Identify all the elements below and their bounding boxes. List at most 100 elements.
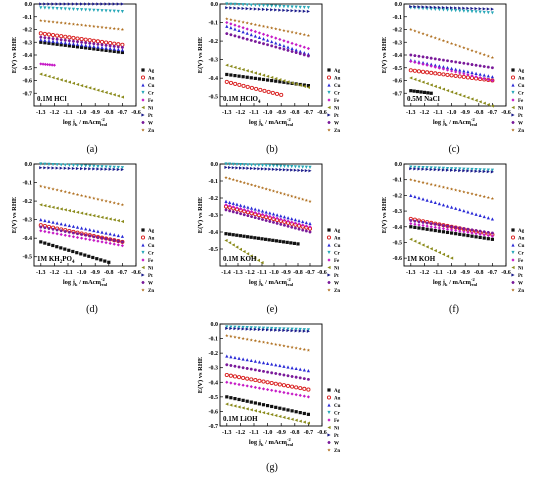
data-point	[233, 2, 237, 6]
data-point	[245, 3, 249, 7]
data-point	[242, 181, 246, 185]
data-point	[245, 327, 249, 331]
data-point	[417, 179, 421, 183]
data-point	[425, 221, 429, 225]
data-point	[441, 203, 446, 207]
data-point	[273, 381, 278, 386]
series-Ag	[409, 225, 494, 241]
legend-marker	[141, 258, 145, 262]
data-point	[271, 212, 276, 216]
data-point	[253, 76, 257, 80]
data-point	[84, 237, 88, 241]
legend-label: Ag	[148, 69, 155, 74]
data-point	[486, 7, 490, 11]
data-point	[120, 166, 124, 170]
data-point	[478, 51, 482, 55]
x-axis-title: log jk / mAcm-2 real	[433, 277, 478, 287]
data-point	[421, 197, 425, 201]
data-point	[253, 409, 257, 413]
data-point	[229, 17, 233, 22]
data-point	[241, 357, 245, 361]
data-point	[100, 2, 104, 6]
data-point	[454, 232, 458, 236]
data-point	[253, 210, 257, 215]
data-point	[245, 31, 249, 35]
data-point	[450, 90, 454, 94]
data-point	[425, 5, 429, 9]
series-Cu	[225, 24, 310, 56]
y-tick-label: -0.4	[209, 76, 219, 82]
data-point	[490, 237, 494, 241]
legend-label: W	[334, 442, 339, 447]
x-tick-label: -1.2	[50, 110, 60, 116]
legend-marker	[327, 265, 331, 270]
y-tick-label: -0.4	[23, 236, 33, 242]
data-point	[47, 2, 51, 6]
data-point	[264, 237, 268, 241]
legend-marker	[511, 90, 515, 95]
legend-label: Ni	[334, 427, 340, 432]
data-point	[80, 43, 84, 47]
data-point	[261, 328, 266, 332]
panel-caption: (a)	[86, 144, 97, 155]
data-point	[88, 8, 92, 12]
data-point	[79, 252, 83, 256]
y-axis-title: E(V) vs RHE	[197, 357, 204, 393]
data-point	[417, 226, 421, 230]
data-point	[306, 369, 310, 373]
x-tick-label: -1.1	[63, 270, 73, 276]
data-point	[470, 10, 474, 14]
data-point	[249, 22, 253, 26]
data-point	[63, 223, 67, 227]
data-point	[249, 3, 253, 7]
data-point	[224, 199, 228, 203]
data-point	[249, 163, 254, 167]
data-point	[59, 2, 63, 6]
data-point	[433, 168, 437, 172]
series-Fe	[409, 59, 494, 83]
data-point	[298, 367, 302, 371]
data-point	[293, 226, 297, 230]
data-point	[478, 168, 482, 172]
legend-item-Zn: Zn	[327, 128, 340, 134]
y-tick-label: 0.0	[395, 2, 403, 8]
data-point	[474, 232, 478, 236]
data-point	[104, 199, 108, 203]
data-point	[80, 164, 84, 168]
data-point	[235, 245, 239, 249]
data-point	[433, 5, 437, 9]
data-point	[63, 79, 67, 83]
data-point	[286, 391, 290, 395]
data-point	[84, 8, 88, 12]
data-point	[482, 236, 486, 240]
data-point	[466, 6, 470, 10]
data-point	[290, 9, 294, 13]
series-Pt	[225, 326, 310, 333]
data-point	[84, 23, 88, 27]
x-tick-label: -1.0	[263, 110, 273, 116]
legend-label: Zn	[334, 129, 340, 134]
data-point	[59, 7, 63, 11]
legend-marker	[327, 243, 331, 247]
data-point	[59, 166, 63, 170]
data-point	[229, 325, 233, 329]
data-point	[67, 190, 72, 195]
data-point	[237, 19, 241, 23]
data-point	[478, 193, 482, 198]
data-point	[241, 20, 245, 24]
series-W	[225, 32, 310, 58]
data-point	[80, 2, 84, 6]
data-point	[450, 59, 454, 63]
data-point	[270, 8, 274, 12]
data-point	[462, 190, 466, 194]
data-point	[51, 227, 55, 231]
data-point	[417, 165, 421, 170]
legend-item-Pt: Pt	[327, 273, 339, 279]
y-tick-label: -0.2	[393, 28, 403, 34]
legend-item-Fe: Fe	[511, 258, 524, 264]
data-point	[270, 341, 274, 346]
data-point	[429, 64, 433, 68]
x-tick-label: -1.1	[433, 110, 443, 116]
data-point	[274, 45, 278, 49]
data-point	[445, 68, 450, 72]
